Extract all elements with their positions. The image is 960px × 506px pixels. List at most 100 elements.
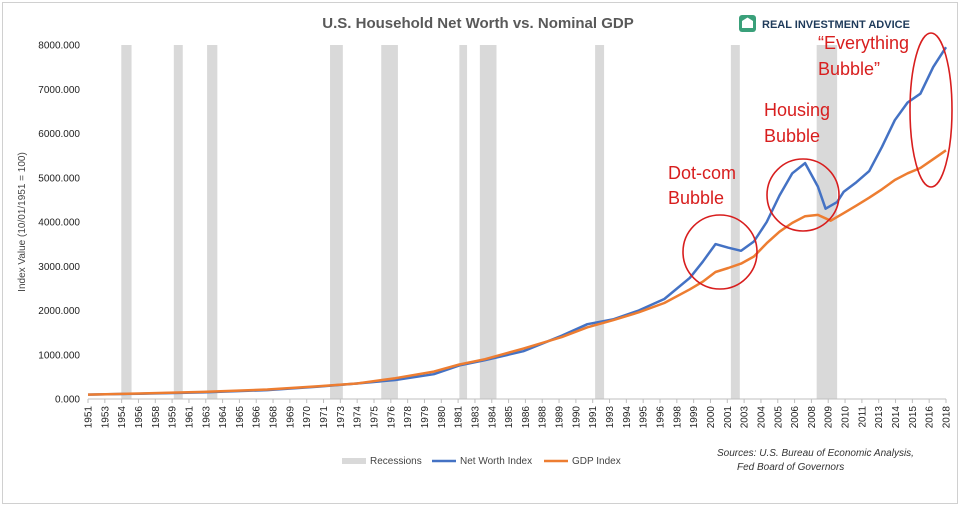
recession-band-0 [121, 45, 132, 399]
recession-band-6 [479, 45, 497, 399]
housing-annotation: Housing Bubble [764, 100, 840, 232]
x-tick-label: 1954 [117, 406, 128, 429]
x-tick-label: 1959 [168, 406, 179, 429]
x-tick-label: 2014 [891, 406, 902, 429]
x-tick-label: 2006 [790, 406, 801, 429]
house-icon [742, 17, 753, 28]
x-tick-label: 1993 [605, 406, 616, 429]
x-axis-ticks: 1951 1953 1954 1956 1958 1959 1961 1963 1964 1965… [84, 399, 953, 428]
x-tick-label: 2003 [740, 406, 751, 429]
recession-band-3 [330, 45, 343, 399]
y-tick-label: 2000.000 [38, 306, 80, 317]
legend-label-gdp: GDP Index [572, 456, 621, 467]
legend-swatch-recessions [342, 458, 366, 464]
y-tick-label: 3000.000 [38, 262, 80, 273]
legend-label-recessions: Recessions [370, 456, 422, 467]
chart-title: U.S. Household Net Worth vs. Nominal GDP [322, 15, 633, 32]
y-tick-label: 4000.000 [38, 218, 80, 229]
x-tick-label: 1991 [588, 406, 599, 429]
x-tick-label: 1951 [84, 406, 95, 429]
housing-label-line1: Housing [764, 100, 830, 120]
x-tick-label: 1985 [504, 406, 515, 429]
x-tick-label: 1979 [420, 406, 431, 429]
everything-label-line1: “Everything [818, 33, 909, 53]
x-tick-label: 1976 [386, 406, 397, 429]
x-tick-label: 1964 [218, 406, 229, 429]
legend-label-net-worth: Net Worth Index [460, 456, 532, 467]
x-tick-label: 2013 [874, 406, 885, 429]
y-tick-label: 1000.000 [38, 350, 80, 361]
x-tick-label: 1984 [487, 406, 498, 429]
x-tick-label: 1983 [470, 406, 481, 429]
everything-ellipse [909, 32, 953, 188]
x-tick-label: 1953 [100, 406, 111, 429]
recession-band-1 [173, 45, 183, 399]
recession-band-4 [381, 45, 398, 399]
x-tick-label: 1995 [639, 406, 650, 429]
x-tick-label: 1999 [689, 406, 700, 429]
x-tick-label: 1975 [370, 406, 381, 429]
recession-band-5 [459, 45, 468, 399]
x-tick-label: 1974 [353, 406, 364, 429]
x-tick-label: 1961 [184, 406, 195, 429]
x-tick-label: 2005 [773, 406, 784, 429]
y-tick-label: 6000.000 [38, 129, 80, 140]
brand-logo: REAL INVESTMENT ADVICE [739, 15, 910, 32]
y-axis-label: Index Value (10/01/1951 = 100) [17, 152, 28, 292]
dotcom-annotation: Dot-com Bubble [668, 163, 758, 290]
source-line-1: Sources: U.S. Bureau of Economic Analysi… [717, 448, 914, 459]
dotcom-label-line1: Dot-com [668, 163, 736, 183]
x-tick-label: 1988 [538, 406, 549, 429]
x-tick-label: 2000 [706, 406, 717, 429]
x-tick-label: 1968 [269, 406, 280, 429]
brand-name: REAL INVESTMENT ADVICE [762, 19, 910, 31]
x-tick-label: 1996 [656, 406, 667, 429]
everything-annotation: “Everything Bubble” [818, 32, 953, 188]
recession-band-8 [730, 45, 740, 399]
y-tick-label: 5000.000 [38, 173, 80, 184]
x-tick-label: 1958 [151, 406, 162, 429]
x-tick-label: 1971 [319, 406, 330, 429]
x-tick-label: 2010 [841, 406, 852, 429]
x-tick-label: 1990 [571, 406, 582, 429]
x-tick-label: 2018 [942, 406, 953, 429]
x-tick-label: 1956 [134, 406, 145, 429]
y-tick-label: 8000.000 [38, 41, 80, 52]
x-tick-label: 1986 [521, 406, 532, 429]
legend: Recessions Net Worth Index GDP Index [342, 456, 621, 467]
housing-circle [766, 158, 840, 232]
x-tick-label: 1978 [403, 406, 414, 429]
dotcom-label-line2: Bubble [668, 188, 724, 208]
y-tick-label: 7000.000 [38, 85, 80, 96]
x-tick-label: 1966 [252, 406, 263, 429]
y-tick-label: 0.000 [55, 395, 80, 406]
everything-label-line2: Bubble” [818, 59, 880, 79]
x-tick-label: 2004 [756, 406, 767, 429]
x-tick-label: 1981 [454, 406, 465, 429]
x-tick-label: 1980 [437, 406, 448, 429]
series-line-gdp [87, 149, 947, 396]
x-tick-label: 1970 [302, 406, 313, 429]
x-tick-label: 2011 [857, 406, 868, 428]
x-tick-label: 1963 [201, 406, 212, 429]
dotcom-circle [682, 214, 758, 290]
x-tick-label: 2008 [807, 406, 818, 429]
housing-label-line2: Bubble [764, 126, 820, 146]
x-tick-label: 1998 [672, 406, 683, 429]
series-lines [87, 46, 948, 396]
x-tick-label: 2016 [925, 406, 936, 429]
x-tick-label: 2015 [908, 406, 919, 429]
y-axis-ticks: 0.000 1000.000 2000.000 3000.000 4000.000 500… [38, 41, 80, 406]
recession-band-7 [595, 45, 605, 399]
x-tick-label: 1994 [622, 406, 633, 429]
source-line-2: Fed Board of Governors [737, 462, 844, 473]
x-tick-label: 1973 [336, 406, 347, 429]
x-tick-label: 2009 [824, 406, 835, 429]
recession-band-2 [207, 45, 218, 399]
x-tick-label: 1989 [555, 406, 566, 429]
x-tick-label: 1965 [235, 406, 246, 429]
x-tick-label: 1969 [285, 406, 296, 429]
recession-bands [121, 45, 838, 399]
x-tick-label: 2001 [723, 406, 734, 429]
